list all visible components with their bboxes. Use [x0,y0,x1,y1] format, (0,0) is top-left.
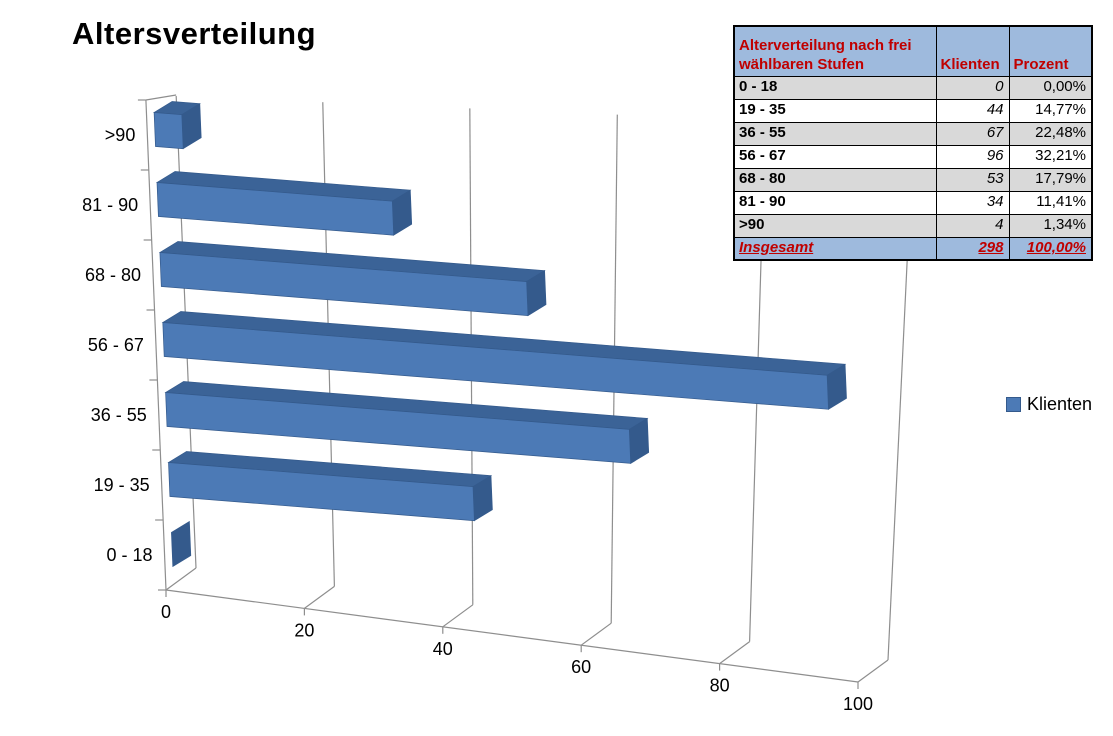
cell-label: 0 - 18 [733,75,937,100]
cell-prozent: 32,21% [1008,144,1093,169]
cell-klienten: 53 [935,167,1010,192]
chart-line [165,567,197,591]
bar-front-face [156,182,395,236]
chart-line [145,99,167,591]
cell-prozent: 11,41% [1008,190,1093,215]
cell-prozent: 22,48% [1008,121,1093,146]
x-axis-label: 0 [161,602,171,622]
category-label: 56 - 67 [88,335,144,355]
table-row: 81 - 90 34 11,41% [733,190,1093,215]
legend-label: Klienten [1027,394,1093,414]
category-label: 36 - 55 [91,405,147,425]
chart-line [442,604,474,628]
bar-front-face [162,322,829,410]
category-label: 19 - 35 [94,475,150,495]
table-row: 36 - 55 67 22,48% [733,121,1093,146]
chart-title: Altersverteilung [72,16,317,51]
chart-line [580,622,612,646]
bar-zero-face [171,520,192,568]
table-row: 68 - 80 53 17,79% [733,167,1093,192]
x-axis-label: 40 [433,639,453,659]
cell-klienten: 0 [935,75,1010,100]
cell-label: 36 - 55 [733,121,937,146]
chart-line [145,94,177,101]
legend-swatch-icon [1006,397,1021,412]
total-cell-klienten: 298 [935,236,1010,261]
legend: Klienten [1006,394,1093,415]
bar-front-face [168,462,475,522]
table-row: 19 - 35 44 14,77% [733,98,1093,123]
chart-line [304,585,335,609]
cell-klienten: 4 [935,213,1010,238]
total-cell-prozent: 100,00% [1008,236,1093,261]
header-cell-klienten: Klienten [935,25,1010,77]
cell-label: 81 - 90 [733,190,937,215]
x-axis-label: 20 [294,620,314,640]
cell-label: >90 [733,213,937,238]
cell-klienten: 44 [935,98,1010,123]
bar-front-face [159,252,529,316]
cell-label: 56 - 67 [733,144,937,169]
table-total-row: Insgesamt 298 100,00% [733,236,1093,261]
category-label: 68 - 80 [85,265,141,285]
chart-line [165,589,859,683]
cell-klienten: 67 [935,121,1010,146]
header-cell-prozent: Prozent [1008,25,1093,77]
total-cell-label: Insgesamt [733,236,937,261]
bar-front-face [153,112,184,150]
table-row: 56 - 67 96 32,21% [733,144,1093,169]
cell-prozent: 0,00% [1008,75,1093,100]
cell-klienten: 96 [935,144,1010,169]
x-axis-label: 60 [571,657,591,677]
chart-line [857,659,889,683]
category-label: 81 - 90 [82,195,138,215]
cell-prozent: 1,34% [1008,213,1093,238]
category-label: >90 [105,125,136,145]
table-row: >90 4 1,34% [733,213,1093,238]
cell-prozent: 17,79% [1008,167,1093,192]
chart-line [719,641,750,665]
cell-label: 68 - 80 [733,167,937,192]
category-label: 0 - 18 [107,545,153,565]
data-table: Alterverteilung nach frei wählbaren Stuf… [733,25,1093,261]
x-axis-label: 100 [843,694,873,714]
header-cell-label: Alterverteilung nach frei wählbaren Stuf… [733,25,937,77]
bar-front-face [165,392,632,464]
table-row: 0 - 18 0 0,00% [733,75,1093,100]
cell-prozent: 14,77% [1008,98,1093,123]
cell-label: 19 - 35 [733,98,937,123]
cell-klienten: 34 [935,190,1010,215]
table-header-row: Alterverteilung nach frei wählbaren Stuf… [733,25,1093,77]
x-axis-label: 80 [710,676,730,696]
